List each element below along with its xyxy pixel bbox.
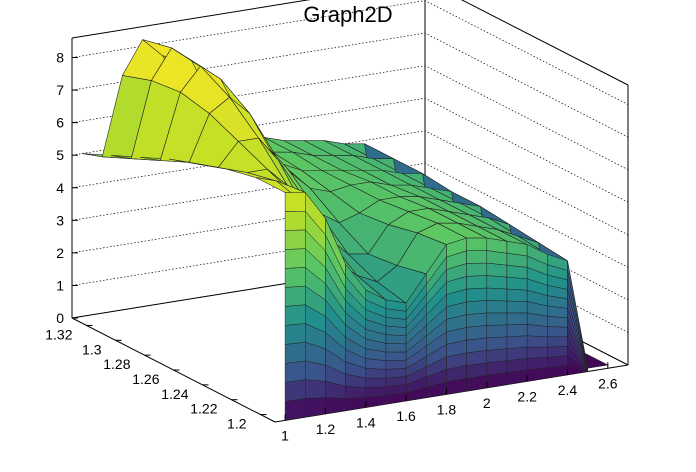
x-tick-label: 1.8: [437, 401, 457, 417]
y-tick-label: 1.28: [103, 356, 130, 372]
surface-wall-cell: [567, 260, 588, 369]
surface-wall-cell: [486, 336, 508, 351]
surface-wall-cell: [284, 323, 306, 345]
x-tick-label: 1.6: [396, 408, 416, 424]
surface-wall-cell: [506, 276, 528, 291]
surface-wall-cell: [506, 300, 528, 314]
surface-wall-cell: [526, 346, 548, 359]
surface-wall-cell: [284, 285, 306, 307]
surface-wall-cell: [284, 248, 306, 269]
surface-wall-cell: [547, 336, 568, 348]
y-tick-label: 1.2: [227, 416, 247, 432]
surface-wall-cell: [506, 312, 528, 326]
z-tick-label: 0: [56, 310, 64, 326]
surface-wall-cell: [466, 337, 488, 354]
surface-wall-cell: [284, 229, 306, 250]
surface-wall-cell: [486, 324, 508, 339]
surface-wall-cell: [547, 326, 568, 338]
surface-wall-cell: [284, 379, 306, 402]
surface-wall-cell: [466, 275, 488, 290]
y-tick-label: 1.22: [190, 401, 217, 417]
surface-wall-cell: [466, 262, 488, 277]
axis-frame-edge: [460, 0, 629, 86]
surface-wall-cell: [284, 360, 306, 383]
surface-wall-cell: [284, 341, 306, 364]
surface-wall-cell: [486, 262, 508, 278]
x-tick-label: 2.4: [558, 382, 578, 398]
x-tick-label: 2.6: [598, 375, 618, 391]
z-tick-label: 3: [56, 212, 64, 228]
surface-wall-cell: [466, 325, 488, 341]
z-tick-label: 8: [56, 50, 64, 66]
surface-wall-cell: [506, 358, 528, 373]
chart-title: Graph2D: [303, 2, 393, 27]
surface-plot: [82, 39, 609, 421]
surface-wall-cell: [547, 315, 568, 328]
surface-wall-cell: [526, 335, 548, 348]
z-tick-label: 1: [56, 277, 64, 293]
surface-wall-cell: [506, 288, 528, 302]
surface-wall-cell: [466, 312, 488, 328]
surface-wall-cell: [466, 250, 488, 264]
x-tick-label: 2.2: [517, 388, 537, 404]
surface-wall-cell: [506, 335, 528, 349]
surface-wall-cell: [284, 267, 306, 288]
surface-wall-cell: [506, 346, 528, 361]
z-gridline: [71, 162, 629, 268]
surface-wall-cell: [547, 346, 568, 358]
surface-wall-cell: [345, 385, 367, 399]
surface-wall-cell: [365, 377, 387, 389]
z-tick-label: 2: [56, 245, 64, 261]
z-tick-label: 6: [56, 115, 64, 131]
surface-wall-cell: [284, 192, 306, 212]
surface-wall-cell: [284, 398, 306, 421]
z-tick-label: 7: [56, 82, 64, 98]
surface-wall-cell: [385, 368, 407, 379]
surface-wall-cell: [486, 287, 508, 302]
surface-wall-cell: [305, 379, 326, 399]
surface-wall-cell: [506, 324, 528, 338]
y-tick-label: 1.24: [161, 386, 188, 402]
surface-wall-cell: [486, 360, 508, 376]
surface-wall-cell: [385, 343, 407, 353]
surface-wall-cell: [486, 300, 508, 314]
surface-wall-cell: [486, 275, 508, 290]
surface-wall-cell: [365, 386, 387, 398]
surface-wall-cell: [385, 351, 407, 361]
z-tick-label: 5: [56, 147, 64, 163]
y-tick-label: 1.26: [132, 371, 159, 387]
y-tick-label: 1.32: [45, 326, 72, 342]
z-gridline: [71, 130, 629, 236]
x-tick-label: 1.2: [316, 421, 336, 437]
surface-wall-cell: [305, 397, 326, 418]
surface-wall-cell: [345, 397, 367, 411]
x-tick-label: 1: [281, 427, 289, 443]
surface-wall-cell: [466, 300, 488, 315]
surface-wall-cell: [365, 368, 387, 379]
surface-wall-cell: [486, 312, 508, 326]
y-tick-label: 1.3: [82, 341, 102, 357]
surface-wall-cell: [385, 359, 407, 370]
z-gridline: [71, 0, 629, 105]
axis-frame-edge: [71, 0, 311, 39]
surface-wall-cell: [284, 304, 306, 326]
x-tick-label: 1.4: [356, 414, 376, 430]
surface-wall-cell: [466, 237, 488, 252]
x-tick-label: 2: [483, 395, 491, 411]
surface-wall-cell: [385, 334, 407, 345]
surface-wall-cell: [466, 287, 488, 303]
surface-wall-cell: [526, 357, 548, 371]
surface-wall-cell: [486, 348, 508, 364]
surface-wall-cell: [284, 210, 306, 231]
z-tick-label: 4: [56, 180, 64, 196]
